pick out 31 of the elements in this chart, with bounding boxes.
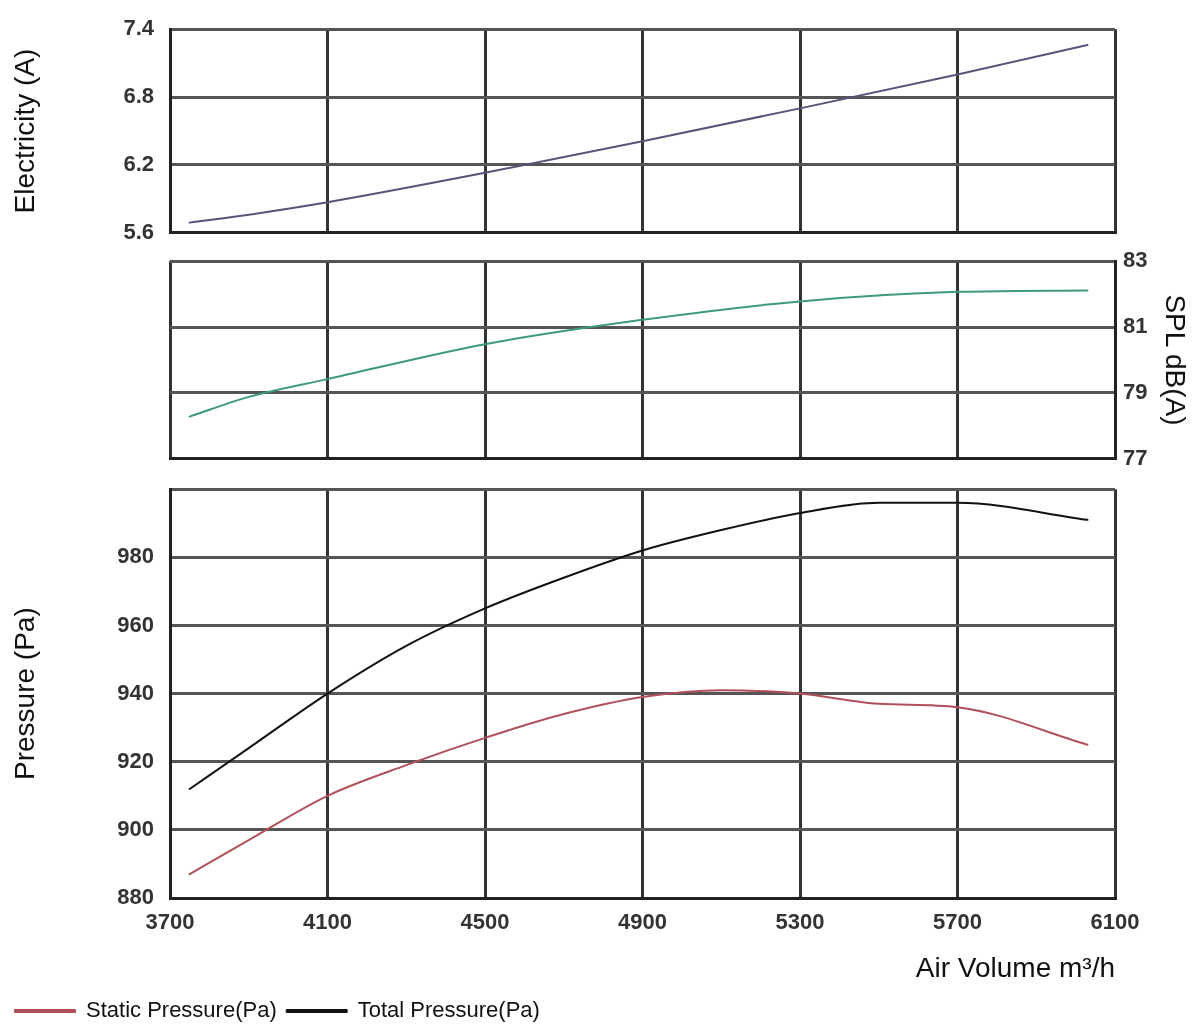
y-tick-label: 5.6 (123, 218, 154, 244)
y2-tick-label: 81 (1123, 313, 1148, 339)
y-tick-label: 900 (117, 815, 154, 841)
y2-tick-label: 83 (1123, 247, 1148, 273)
legend-label: Static Pressure(Pa) (86, 997, 277, 1023)
y2-tick-label: 79 (1123, 379, 1148, 404)
y-tick-label: 960 (117, 611, 154, 637)
y2-axis-title: SPL dB(A) (1160, 294, 1192, 426)
x-tick-label: 4100 (303, 909, 352, 935)
x-axis-title: Air Volume m³/h (915, 951, 1115, 983)
line-series (188, 501, 1089, 790)
legend-label: Total Pressure(Pa) (357, 997, 540, 1023)
x-tick-label: 5300 (775, 909, 825, 935)
x-tick-label: 4900 (618, 909, 667, 935)
line-series (188, 689, 1089, 876)
y-tick-label: 980 (117, 543, 154, 569)
x-tick-label: 6100 (1090, 909, 1140, 935)
y-axis-title: Pressure (Pa) (8, 607, 40, 780)
x-tick-label: 4500 (460, 909, 510, 935)
y-tick-label: 6.2 (123, 151, 154, 176)
x-tick-label: 3700 (145, 909, 195, 935)
y-axis-title: Electricity (A) (8, 48, 40, 214)
line-series (188, 289, 1089, 418)
y2-tick-label: 77 (1123, 444, 1148, 470)
x-tick-label: 5700 (933, 909, 982, 935)
y-tick-label: 920 (117, 747, 154, 773)
line-series (188, 44, 1089, 224)
y-tick-label: 6.8 (123, 83, 154, 109)
y-tick-label: 7.4 (123, 15, 155, 41)
y-tick-label: 940 (117, 679, 154, 705)
y-tick-label: 880 (117, 884, 154, 910)
